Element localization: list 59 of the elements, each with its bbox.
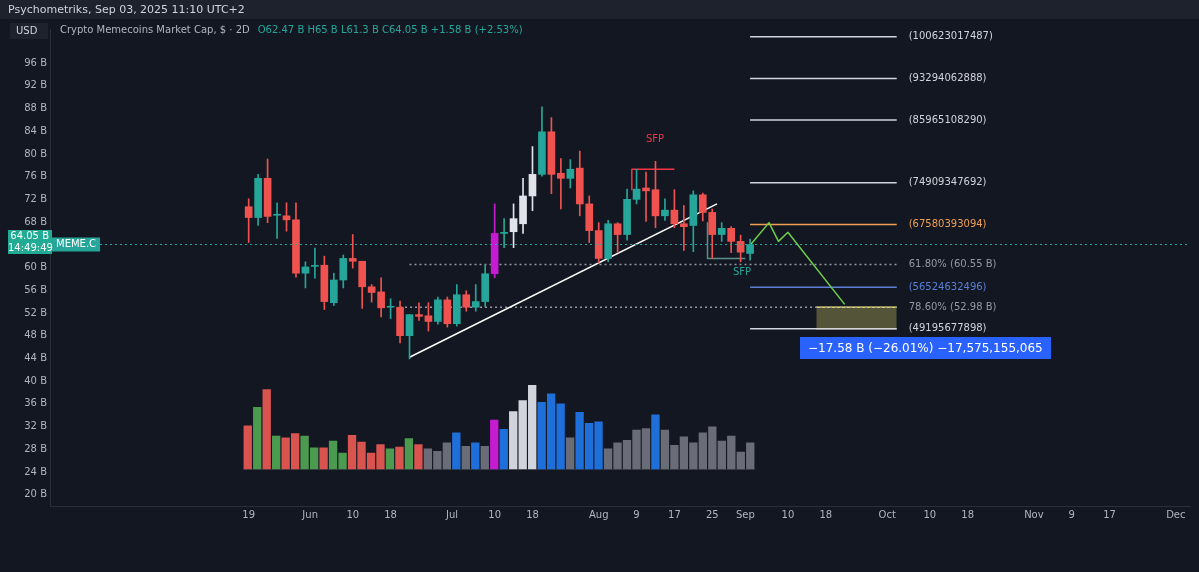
y-tick-label: 84 B <box>24 124 48 136</box>
series-label: (67580393094) <box>908 218 987 230</box>
x-tick-label: 17 <box>1103 508 1116 520</box>
y-tick-label: 44 B <box>24 351 48 363</box>
x-tick-label: 17 <box>668 508 681 520</box>
y-tick-label: 76 B <box>24 170 48 182</box>
x-tick-label: Jul <box>445 508 459 520</box>
y-tick-label: 56 B <box>24 283 48 295</box>
x-tick-label: 9 <box>633 508 640 520</box>
text: 64.05 B <box>8 230 52 242</box>
series-label: (49195677898) <box>908 322 987 334</box>
y-tick-label: 96 B <box>24 56 48 68</box>
x-tick-label: 18 <box>961 508 975 520</box>
y-tick-label: 32 B <box>24 420 48 432</box>
annotation: 14:49:49 <box>8 242 53 254</box>
x-tick-label: Jun <box>301 508 318 520</box>
x-tick-label: 18 <box>526 508 539 520</box>
series-label: 61.80% (60.55 B) <box>908 257 997 269</box>
x-tick-label: 18 <box>819 508 833 520</box>
x-tick-label: Sep <box>735 508 755 520</box>
ref-line-label: MEME.C <box>56 238 97 250</box>
x-tick-label: Dec <box>1166 508 1186 520</box>
y-tick-label: 68 B <box>24 215 48 227</box>
y-tick-label: 80 B <box>24 147 48 159</box>
y-tick-label: 60 B <box>24 261 48 273</box>
annotation: −17.58 B (−26.01%) −17,575,155,065 <box>800 337 1051 359</box>
series-label: (56524632496) <box>908 280 987 292</box>
x-tick-label: 18 <box>384 508 397 520</box>
y-tick-label: 88 B <box>24 102 48 114</box>
chart-subtitle: O62.47 B H65 B L61.3 B C64.05 B +1.58 B (+2.53%) <box>257 24 523 35</box>
series-label: 78.60% (52.98 B) <box>908 300 997 312</box>
y-tick-label: 40 B <box>24 374 48 386</box>
y-axis-title: USD <box>10 23 48 39</box>
annotation: SFP <box>646 133 665 145</box>
x-tick-label: 19 <box>242 508 256 520</box>
y-tick-label: 52 B <box>24 306 48 318</box>
x-tick-label: 10 <box>346 508 360 520</box>
x-tick-label: 25 <box>705 508 719 520</box>
series-label: (100623017487) <box>908 30 993 42</box>
x-tick-label: 10 <box>488 508 502 520</box>
series-label: (85965108290) <box>908 113 987 125</box>
y-tick-label: 20 B <box>24 488 48 500</box>
y-tick-label: 72 B <box>24 192 48 204</box>
x-tick-label: Nov <box>1024 508 1044 520</box>
x-tick-label: 9 <box>1068 508 1075 520</box>
chart-title: Crypto Memecoins Market Cap, $ · 2D <box>60 24 250 35</box>
y-tick-label: 24 B <box>24 465 48 477</box>
series-label: (93294062888) <box>908 72 987 84</box>
x-tick-label: 10 <box>923 508 937 520</box>
x-tick-label: Oct <box>878 508 896 520</box>
y-tick-label: 92 B <box>24 79 48 91</box>
y-tick-label: 36 B <box>24 397 48 409</box>
text: Psychometriks, Sep 03, 2025 11:10 UTC+2 <box>8 3 245 16</box>
annotation: SFP <box>733 266 752 278</box>
x-tick-label: 10 <box>781 508 795 520</box>
x-tick-label: Aug <box>588 508 609 520</box>
series-label: (74909347692) <box>908 176 987 188</box>
y-tick-label: 48 B <box>24 329 48 341</box>
y-tick-label: 28 B <box>24 442 48 454</box>
